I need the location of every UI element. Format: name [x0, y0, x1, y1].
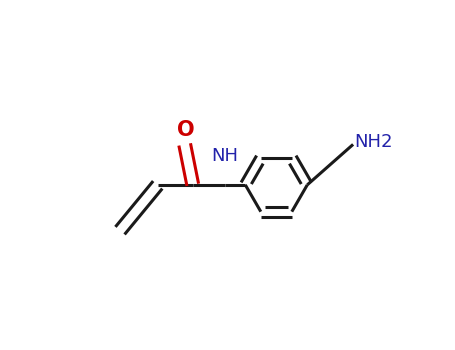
Text: NH2: NH2 [354, 133, 393, 151]
Text: NH: NH [212, 147, 238, 164]
Text: O: O [177, 120, 195, 140]
